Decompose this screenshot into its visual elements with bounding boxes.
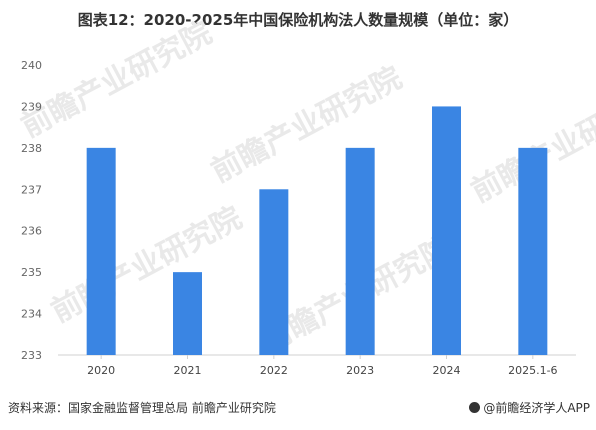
brand-text: @前瞻经济学人APP bbox=[483, 401, 590, 415]
y-tick-label: 236 bbox=[21, 225, 42, 238]
y-tick-label: 239 bbox=[21, 100, 42, 113]
x-tick-label: 2025.1-6 bbox=[508, 364, 557, 377]
y-tick-label: 240 bbox=[21, 59, 42, 72]
x-tick-label: 2020 bbox=[87, 364, 115, 377]
y-tick-label: 237 bbox=[21, 183, 42, 196]
y-tick-label: 235 bbox=[21, 266, 42, 279]
y-tick-label: 234 bbox=[21, 308, 42, 321]
x-tick-label: 2023 bbox=[346, 364, 374, 377]
bar bbox=[173, 272, 202, 355]
chart-title: 图表12：2020-2025年中国保险机构法人数量规模（单位：家） bbox=[77, 11, 519, 29]
x-tick-label: 2022 bbox=[260, 364, 288, 377]
bar bbox=[259, 189, 289, 355]
bar bbox=[432, 106, 461, 355]
bar bbox=[518, 147, 548, 355]
bar bbox=[345, 147, 375, 355]
y-tick-label: 238 bbox=[21, 142, 42, 155]
bar bbox=[86, 147, 116, 355]
brand-logo-icon bbox=[469, 402, 481, 413]
x-tick-label: 2021 bbox=[174, 364, 202, 377]
y-tick-label: 233 bbox=[21, 349, 42, 362]
source-note: 资料来源：国家金融监督管理总局 前瞻产业研究院 bbox=[8, 401, 276, 415]
brand-credit: @前瞻经济学人APP bbox=[469, 399, 590, 416]
x-tick-label: 2024 bbox=[433, 364, 461, 377]
